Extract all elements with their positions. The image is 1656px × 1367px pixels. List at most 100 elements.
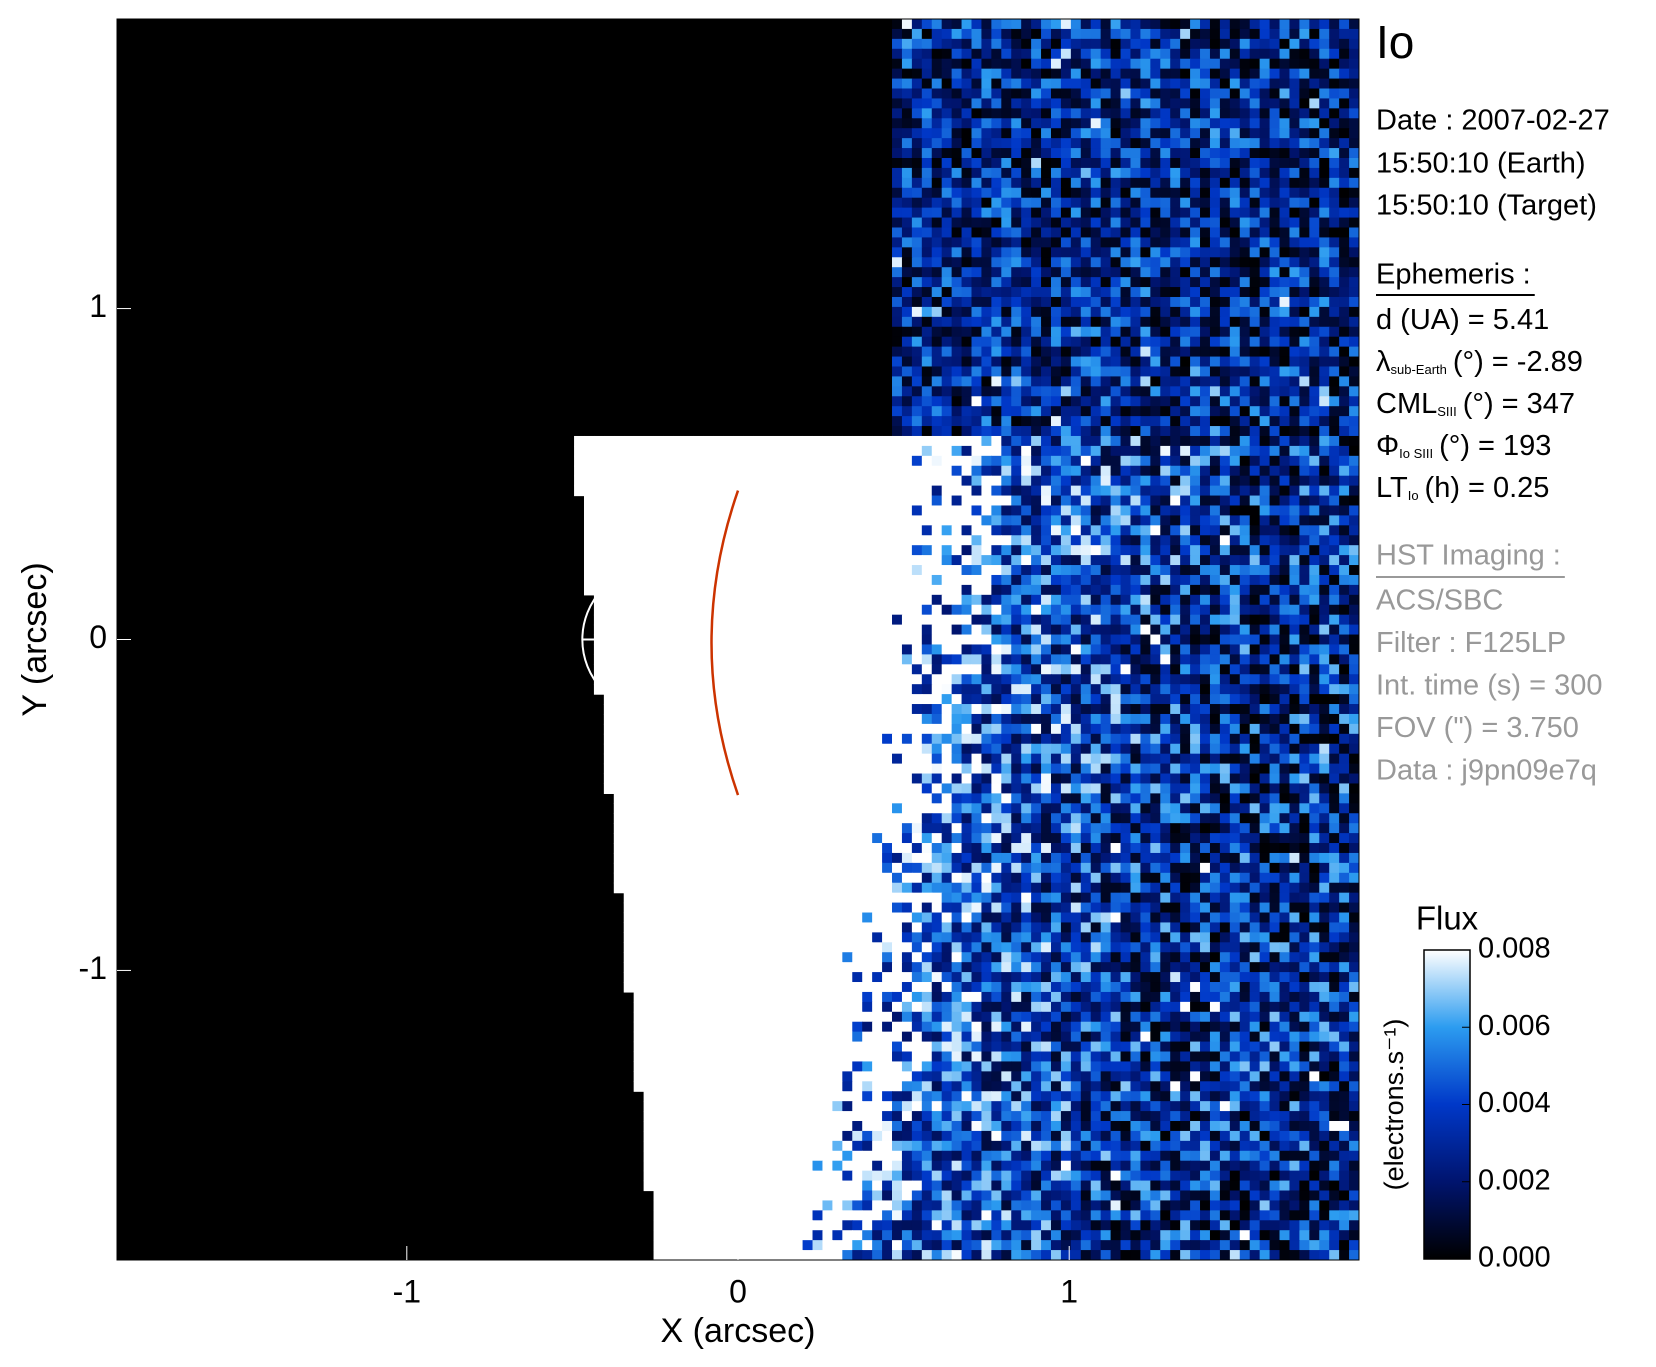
pixel <box>842 684 853 695</box>
pixel <box>1120 535 1132 546</box>
pixel <box>1289 58 1300 70</box>
pixel <box>1050 38 1062 50</box>
pixel <box>1031 267 1042 278</box>
pixel <box>1120 128 1132 139</box>
pixel <box>1249 336 1261 348</box>
pixel <box>1219 227 1231 239</box>
pixel <box>1041 326 1052 338</box>
pixel <box>1100 773 1112 785</box>
pixel <box>683 793 694 804</box>
pixel <box>1279 435 1291 447</box>
pixel <box>1329 98 1340 109</box>
pixel <box>802 545 814 556</box>
pixel <box>1110 445 1122 457</box>
pixel <box>1120 157 1132 169</box>
pixel <box>1050 664 1062 675</box>
pixel <box>1021 455 1032 467</box>
pixel <box>812 713 824 725</box>
pixel <box>1229 336 1241 348</box>
pixel <box>762 713 774 725</box>
pixel <box>1339 68 1350 80</box>
pixel <box>713 763 724 775</box>
pixel <box>1100 624 1112 636</box>
pixel <box>892 247 903 258</box>
pixel <box>1319 108 1330 119</box>
pixel <box>603 455 615 467</box>
pixel <box>1299 237 1310 248</box>
pixel <box>1349 505 1359 516</box>
pixel <box>812 644 824 655</box>
pixel <box>951 98 963 109</box>
pixel <box>892 674 903 685</box>
pixel <box>1269 237 1281 248</box>
pixel <box>921 793 933 804</box>
pixel <box>931 167 943 179</box>
pixel <box>762 475 774 487</box>
pixel <box>1249 108 1261 119</box>
pixel <box>1021 257 1032 268</box>
pixel <box>1050 594 1062 606</box>
pixel <box>603 495 615 507</box>
pixel <box>1239 167 1251 179</box>
pixel <box>911 604 923 616</box>
pixel <box>1200 88 1211 100</box>
pixel <box>1180 277 1191 288</box>
pixel <box>1219 138 1231 149</box>
pixel <box>603 545 615 556</box>
pixel <box>1319 555 1330 566</box>
pixel <box>1130 594 1142 606</box>
pixel <box>872 654 883 665</box>
pixel <box>683 614 694 626</box>
pixel <box>792 624 804 636</box>
pixel <box>1060 267 1072 278</box>
pixel <box>1080 783 1092 794</box>
pixel <box>1090 227 1102 239</box>
pixel <box>1021 426 1032 437</box>
pixel <box>882 515 893 526</box>
pixel <box>1090 614 1102 626</box>
pixel <box>733 594 744 606</box>
pixel <box>852 445 863 457</box>
pixel <box>991 753 1002 765</box>
pixel <box>1160 505 1171 516</box>
pixel <box>1100 306 1112 318</box>
pixel <box>1209 19 1221 30</box>
pixel <box>723 803 734 814</box>
pixel <box>931 723 943 735</box>
pixel <box>1021 207 1032 219</box>
pixel <box>1329 237 1340 248</box>
pixel <box>971 187 983 199</box>
pixel <box>1200 187 1211 199</box>
pixel <box>1190 38 1201 50</box>
pixel <box>941 346 953 358</box>
pixel <box>882 654 893 665</box>
pixel <box>1150 515 1161 526</box>
pixel <box>1319 793 1330 804</box>
pixel <box>1050 704 1062 715</box>
pixel <box>1299 704 1310 715</box>
pixel <box>981 326 992 338</box>
pixel <box>1130 148 1142 159</box>
pixel <box>1229 485 1241 497</box>
pixel <box>1080 356 1092 368</box>
pixel <box>1349 267 1359 278</box>
pixel <box>802 634 814 646</box>
pixel <box>1031 336 1042 348</box>
pixel <box>1021 674 1032 685</box>
pixel <box>1319 574 1330 586</box>
pixel <box>1200 277 1211 288</box>
pixel <box>1229 604 1241 616</box>
pixel <box>981 187 992 199</box>
pixel <box>782 485 794 497</box>
pixel <box>1190 654 1201 665</box>
pixel <box>1229 455 1241 467</box>
pixel <box>1041 813 1052 824</box>
pixel <box>1150 505 1161 516</box>
pixel <box>931 306 943 318</box>
pixel <box>683 565 694 576</box>
pixel <box>1209 306 1221 318</box>
pixel <box>1140 654 1151 665</box>
pixel <box>633 664 645 675</box>
pixel <box>713 644 724 655</box>
pixel <box>1209 545 1221 556</box>
